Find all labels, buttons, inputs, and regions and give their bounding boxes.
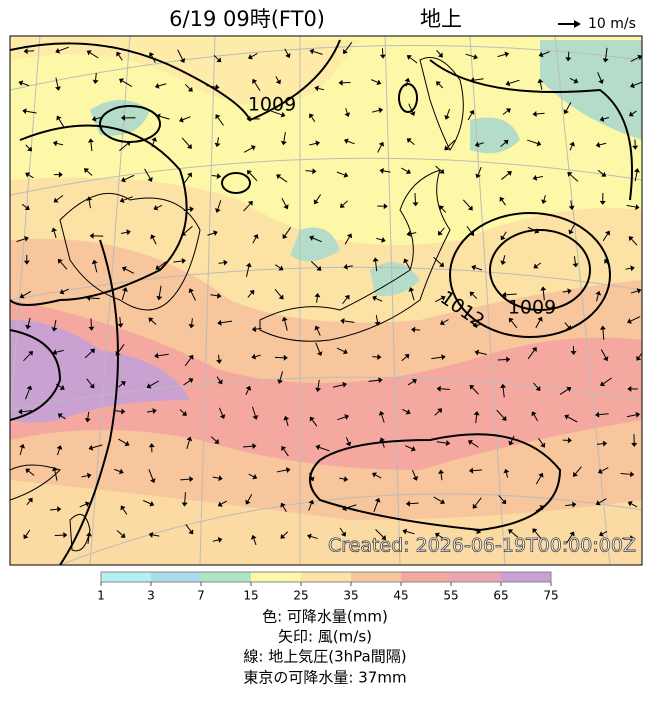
color-segment [351,572,401,582]
contour-label: 1009 [248,94,296,116]
wind-arrow [180,479,189,480]
color-segment [251,572,301,582]
wind-arrow [218,355,219,360]
colorbar-tick-label: 7 [197,589,205,603]
caption: 東京の可降水量: 37mm [243,669,406,687]
title: 6/19 09時(FT0) [169,7,325,31]
color-segment [451,572,501,582]
colorbar-tick-label: 3 [147,589,155,603]
wind-scale-arrow-head [574,20,581,28]
color-segment [101,572,151,582]
wind-arrow [50,509,57,510]
wind-arrow [120,317,121,324]
wind-arrow [306,171,313,172]
colorbar-tick-label: 15 [243,589,258,603]
color-segment [501,572,551,582]
wind-arrow [415,193,416,202]
color-segment [301,572,351,582]
wind-scale: 10 m/s [588,16,636,32]
map: 1009 1012 1009 Created: 2026-06-19T00:00… [10,36,643,565]
wind-arrow [212,176,217,177]
color-segment [201,572,251,582]
colorbar-tick-label: 35 [343,589,358,603]
colorbar-tick-label: 1 [97,589,105,603]
wind-arrow [90,298,100,299]
colorbar-tick-label: 25 [293,589,308,603]
colorbar-tick-label: 75 [543,589,558,603]
contour-label: 1009 [508,297,556,319]
caption: 矢印: 風(m/s) [278,628,372,646]
colorbar: 1 3 7 15 25 35 45 55 65 75 [97,572,558,603]
level: 地上 [420,7,462,31]
color-segment [401,572,451,582]
wind-arrow [473,470,482,471]
colorbar-tick-label: 45 [393,589,408,603]
created-stamp: Created: 2026-06-19T00:00:00Z [328,535,636,557]
colorbar-tick-label: 55 [443,589,458,603]
wind-arrow [441,389,450,390]
caption: 線: 地上気圧(3hPa間隔) [243,648,406,666]
wind-arrow [410,503,419,504]
color-segment [151,572,201,582]
caption: 色: 可降水量(mm) [262,608,388,626]
colorbar-tick-label: 65 [493,589,508,603]
wind-arrow [568,52,569,58]
